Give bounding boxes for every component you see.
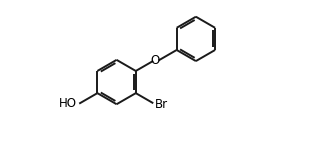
Text: Br: Br (155, 98, 168, 111)
Text: O: O (150, 54, 160, 67)
Text: HO: HO (58, 97, 76, 110)
